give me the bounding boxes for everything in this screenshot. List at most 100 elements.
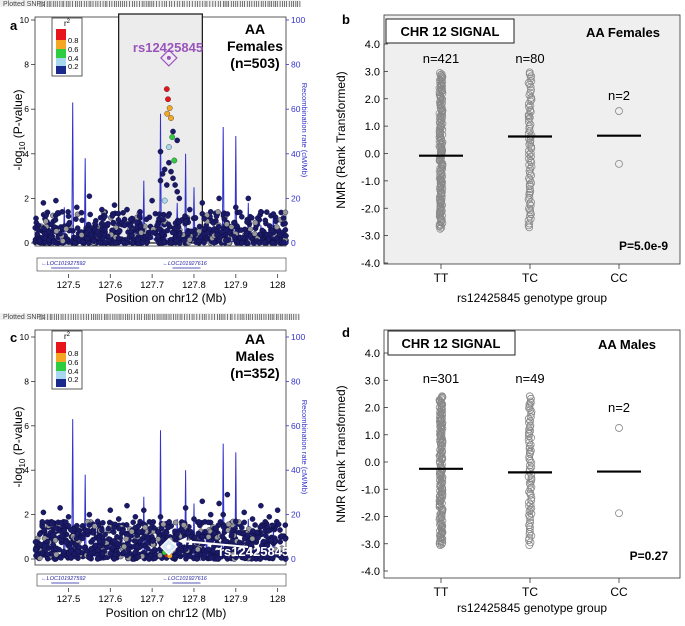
snp-point	[251, 230, 258, 237]
snp-point	[236, 529, 242, 536]
lead-snp-dot	[166, 55, 171, 60]
sample-point	[526, 214, 535, 223]
snp-point	[144, 545, 151, 552]
ld-snp-point	[166, 105, 173, 112]
y2-axis-label: Recombination rate (cM/Mb)	[300, 83, 309, 178]
sample-point	[526, 489, 535, 498]
snp-point	[220, 511, 226, 518]
snp-point	[53, 197, 59, 204]
snp-point	[194, 556, 200, 562]
group-title: AA Males	[598, 337, 656, 352]
title-line-3: (n=503)	[230, 55, 279, 71]
gene-label: ←LOC101927616	[163, 576, 208, 582]
x-tick-label: 128	[270, 280, 286, 291]
snp-point	[68, 527, 74, 533]
snp-point	[168, 168, 174, 175]
title-line-1: AA	[245, 21, 265, 37]
snp-point	[195, 530, 202, 537]
snp-point	[282, 209, 289, 216]
category-label: TC	[522, 271, 538, 285]
snp-point	[256, 240, 263, 246]
panel-letter: c	[10, 330, 17, 345]
sample-point	[436, 69, 444, 77]
snp-point	[279, 545, 285, 552]
snp-point	[231, 219, 237, 226]
snp-point	[172, 225, 179, 232]
sample-point	[527, 504, 536, 512]
snp-point	[163, 182, 170, 188]
gene-track: ←LOC101927592 ←LOC101927616	[36, 573, 287, 587]
snp-point	[92, 220, 98, 227]
snp-point	[78, 232, 85, 238]
snp-point	[220, 524, 227, 530]
snp-point	[127, 216, 134, 223]
snp-point	[270, 211, 277, 217]
snp-point	[98, 221, 105, 227]
snp-point	[132, 524, 138, 531]
snp-point	[240, 234, 247, 241]
snp-point	[132, 514, 139, 520]
snp-point	[258, 208, 264, 215]
sample-point	[525, 498, 533, 507]
snp-point	[63, 539, 69, 545]
count-label: n=2	[608, 88, 630, 103]
snp-point	[243, 230, 250, 237]
x-tick-label: 127.7	[140, 594, 164, 605]
snp-point	[186, 236, 193, 243]
snp-point	[65, 522, 72, 529]
legend-label: 0.6	[68, 358, 78, 367]
y-tick-label: 4.0	[365, 348, 380, 360]
panel-letter: a	[10, 18, 18, 33]
x-tick-label: 127.6	[98, 594, 122, 605]
x-tick-label: 127.6	[98, 280, 122, 291]
sample-point	[436, 449, 445, 458]
snp-point	[115, 216, 122, 223]
sample-point	[525, 402, 534, 411]
snp-point	[142, 524, 148, 531]
sample-point	[436, 122, 445, 130]
snp-point	[66, 219, 73, 226]
sample-point	[526, 505, 535, 514]
snp-point	[268, 227, 275, 234]
snp-point	[105, 220, 111, 227]
snp-point	[86, 227, 92, 233]
snp-point	[96, 543, 103, 550]
snp-point	[109, 213, 116, 219]
y-axis-label: NMR (Rank Transformed)	[334, 71, 348, 208]
snp-point	[223, 227, 229, 233]
snp-point	[160, 521, 167, 528]
sample-point	[438, 392, 447, 401]
sample-point	[525, 103, 533, 112]
snp-point	[264, 542, 271, 549]
y2-tick-label: 100	[291, 332, 305, 342]
snp-point	[79, 238, 86, 245]
snp-point	[176, 219, 183, 225]
snp-point	[241, 509, 247, 516]
title-line-2: Males	[236, 348, 275, 364]
snp-point	[249, 535, 256, 542]
snp-point	[281, 239, 287, 245]
mean-bars	[419, 134, 641, 157]
snp-point	[121, 549, 127, 556]
snp-point	[65, 514, 72, 520]
snp-point	[200, 555, 207, 562]
snp-point	[217, 519, 224, 525]
sample-point	[615, 509, 623, 518]
snp-point	[238, 227, 244, 233]
sample-point	[437, 435, 446, 444]
y-axis: 4.0 3.0 2.0 1.0 0.0 -1.0 -2.0 -3.0 -4.0	[361, 348, 388, 578]
snp-point	[84, 528, 91, 534]
snp-point	[115, 235, 122, 241]
legend-label: 0.2	[68, 375, 78, 384]
sample-point	[526, 518, 534, 527]
snp-point	[34, 552, 40, 558]
y-tick-label: 0.0	[365, 457, 380, 469]
plotted-snps-label: Plotted SNPs	[3, 314, 45, 321]
x-axis-label: rs12425845 genotype group	[457, 601, 607, 615]
sample-point	[437, 194, 446, 203]
snp-point	[157, 148, 164, 155]
snp-point	[136, 213, 143, 219]
sample-point	[526, 185, 534, 194]
snp-point	[210, 220, 217, 226]
snp-point	[236, 539, 243, 546]
